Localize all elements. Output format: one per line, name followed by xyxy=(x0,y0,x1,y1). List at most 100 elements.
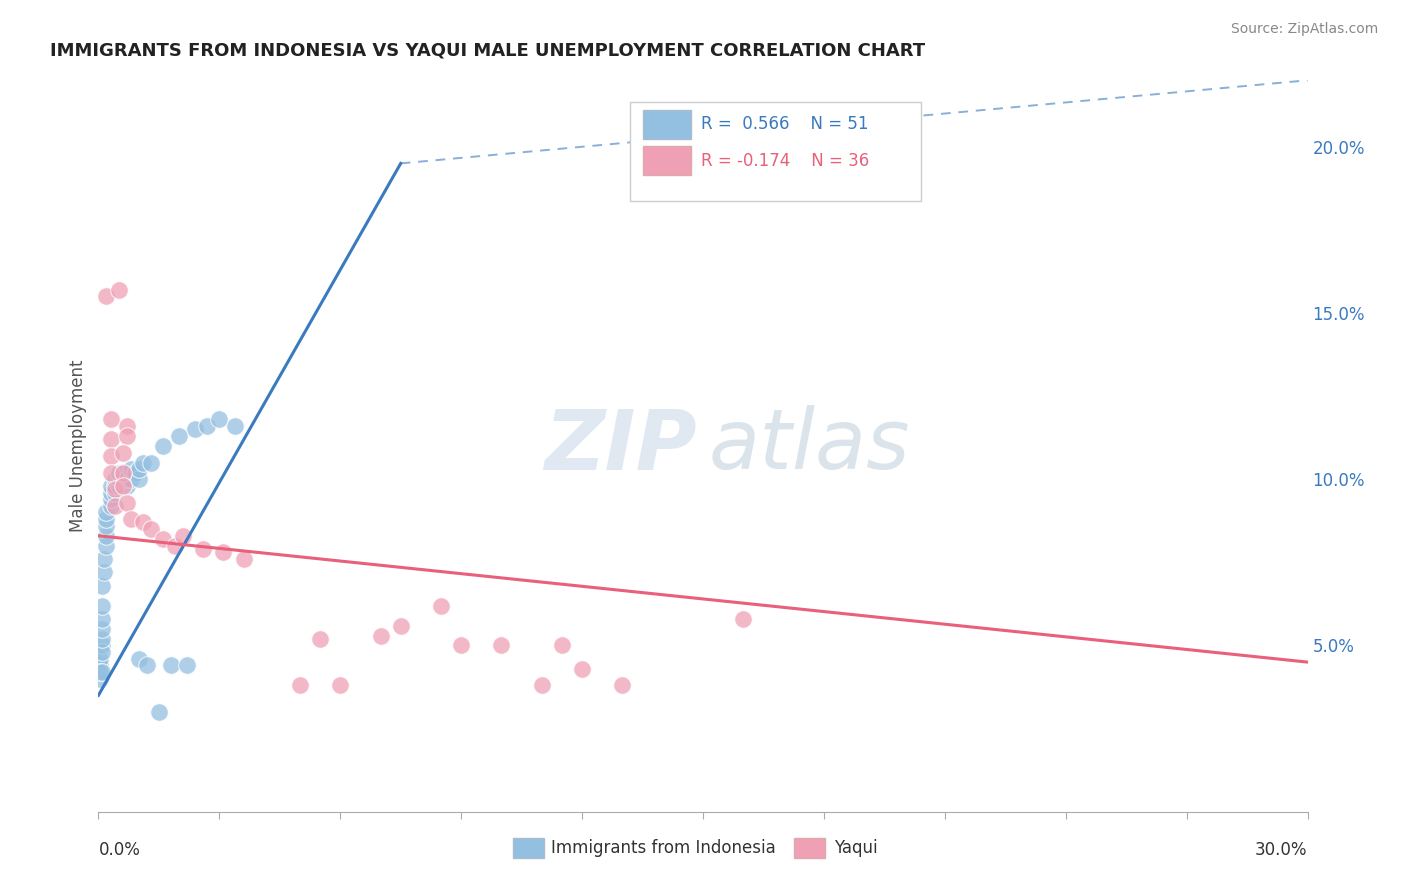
Point xyxy=(103,482,125,496)
Point xyxy=(115,419,138,434)
Text: Immigrants from Indonesia: Immigrants from Indonesia xyxy=(551,839,776,857)
Point xyxy=(124,466,146,480)
Point xyxy=(195,419,218,434)
Point xyxy=(100,449,122,463)
Point xyxy=(103,472,125,486)
Point xyxy=(100,412,122,426)
Point xyxy=(96,518,118,533)
Text: 30.0%: 30.0% xyxy=(1256,841,1308,859)
Point xyxy=(148,705,170,719)
Point xyxy=(96,289,118,303)
Point xyxy=(91,579,114,593)
Text: ZIP: ZIP xyxy=(544,406,697,486)
Point xyxy=(389,618,412,632)
Point xyxy=(91,622,114,636)
Point xyxy=(107,466,129,480)
Y-axis label: Male Unemployment: Male Unemployment xyxy=(69,359,87,533)
Point xyxy=(111,445,134,459)
Point xyxy=(132,516,155,530)
Point xyxy=(100,485,122,500)
Point xyxy=(111,472,134,486)
Point xyxy=(89,652,111,666)
Point xyxy=(89,658,111,673)
Point xyxy=(120,472,142,486)
Point xyxy=(450,639,472,653)
Point xyxy=(103,479,125,493)
Point xyxy=(107,479,129,493)
Point xyxy=(96,529,118,543)
Text: 0.0%: 0.0% xyxy=(98,841,141,859)
Point xyxy=(103,485,125,500)
Bar xyxy=(643,146,690,176)
Text: R =  0.566    N = 51: R = 0.566 N = 51 xyxy=(700,115,868,133)
Point xyxy=(89,665,111,679)
Point xyxy=(163,539,186,553)
Point xyxy=(91,612,114,626)
Point xyxy=(107,283,129,297)
Point xyxy=(100,479,122,493)
Text: R = -0.174    N = 36: R = -0.174 N = 36 xyxy=(700,152,869,169)
Point xyxy=(93,566,115,580)
Point xyxy=(120,462,142,476)
Point xyxy=(167,429,190,443)
Point xyxy=(91,599,114,613)
Point xyxy=(115,479,138,493)
Point xyxy=(91,639,114,653)
Point xyxy=(115,495,138,509)
Point xyxy=(152,532,174,546)
Point xyxy=(172,529,194,543)
Point xyxy=(160,658,183,673)
Text: IMMIGRANTS FROM INDONESIA VS YAQUI MALE UNEMPLOYMENT CORRELATION CHART: IMMIGRANTS FROM INDONESIA VS YAQUI MALE … xyxy=(51,41,925,59)
Text: atlas: atlas xyxy=(709,406,911,486)
Point xyxy=(115,472,138,486)
Point xyxy=(152,439,174,453)
Point xyxy=(232,552,254,566)
Point xyxy=(571,662,593,676)
Point xyxy=(111,466,134,480)
Point xyxy=(132,456,155,470)
Point xyxy=(120,512,142,526)
Point xyxy=(91,645,114,659)
Text: Yaqui: Yaqui xyxy=(834,839,877,857)
Point xyxy=(733,612,755,626)
Point xyxy=(309,632,332,646)
Point xyxy=(139,456,162,470)
Point xyxy=(111,479,134,493)
Point xyxy=(100,492,122,507)
Point xyxy=(329,678,352,692)
Point xyxy=(128,652,150,666)
Point xyxy=(208,412,231,426)
Point xyxy=(551,639,574,653)
Point xyxy=(128,462,150,476)
Point xyxy=(370,628,392,642)
Point xyxy=(288,678,311,692)
Point xyxy=(139,522,162,536)
Point xyxy=(128,472,150,486)
Point xyxy=(530,678,553,692)
Point xyxy=(100,499,122,513)
Point xyxy=(491,639,513,653)
Point xyxy=(224,419,246,434)
Point xyxy=(103,499,125,513)
Point xyxy=(96,512,118,526)
Point xyxy=(107,472,129,486)
Point xyxy=(176,658,198,673)
Point xyxy=(212,545,235,559)
Point xyxy=(100,433,122,447)
Point xyxy=(100,466,122,480)
Point xyxy=(115,429,138,443)
Point xyxy=(135,658,157,673)
Point xyxy=(96,506,118,520)
Point xyxy=(430,599,453,613)
Text: Source: ZipAtlas.com: Source: ZipAtlas.com xyxy=(1230,22,1378,37)
Point xyxy=(612,678,634,692)
Point xyxy=(111,466,134,480)
Point xyxy=(89,672,111,686)
Point xyxy=(93,552,115,566)
Point xyxy=(193,542,215,557)
Bar xyxy=(643,110,690,139)
Point xyxy=(91,632,114,646)
Point xyxy=(184,422,207,436)
Bar xyxy=(630,103,921,201)
Point xyxy=(91,665,114,679)
